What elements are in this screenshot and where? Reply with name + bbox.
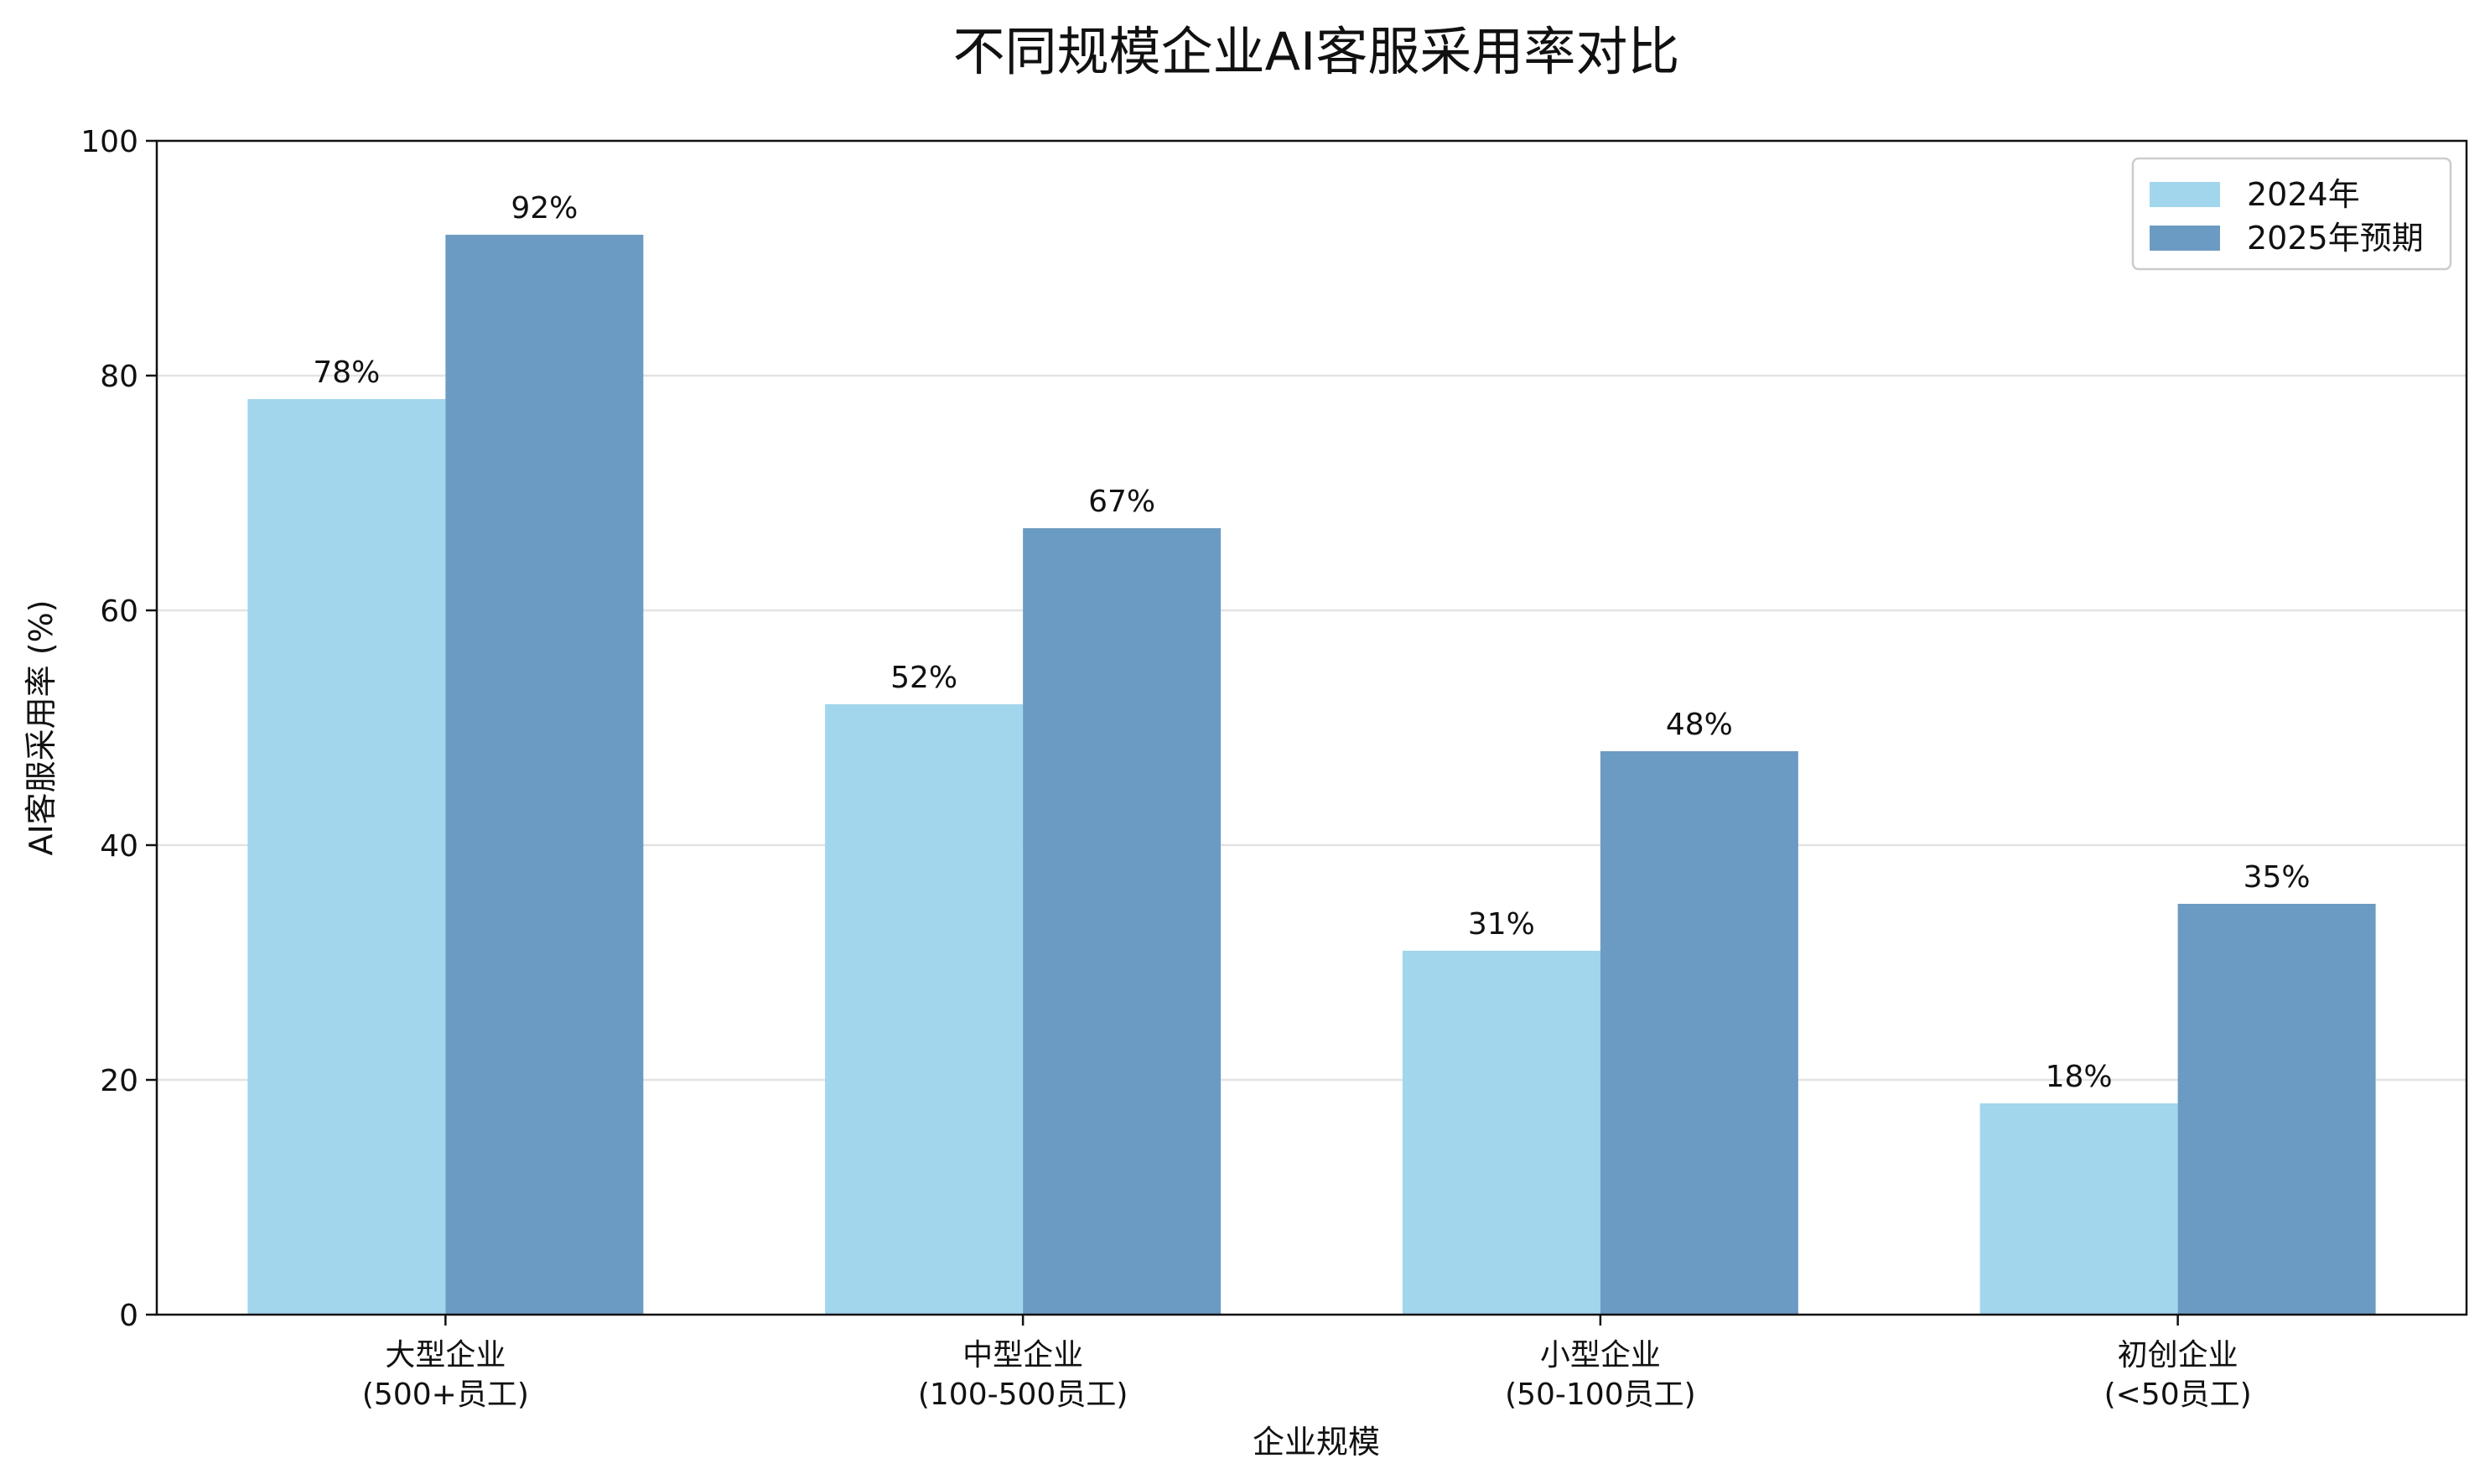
legend: 2024年 2025年预期: [2131, 157, 2452, 271]
data-label: 78%: [313, 355, 380, 390]
x-tick-label: (50-100员工): [1505, 1378, 1696, 1412]
chart-title: 不同规模企业AI客服采用率对比: [953, 21, 1680, 82]
bar: [1600, 751, 1798, 1315]
data-label: 35%: [2244, 860, 2311, 895]
data-label: 48%: [1666, 708, 1733, 742]
data-labels: 78% 92% 52% 67% 31% 48% 18% 35%: [313, 191, 2310, 1094]
y-axis: 0 20 40 60 80 100: [80, 125, 157, 1333]
bar: [825, 704, 1024, 1315]
x-tick-label: 小型企业: [1540, 1338, 1661, 1372]
bar: [247, 399, 446, 1315]
legend-label: 2024年: [2247, 176, 2360, 213]
bar: [2177, 904, 2376, 1315]
plot-area-frame: [155, 139, 2468, 1316]
x-tick-label: (<50员工): [2104, 1378, 2252, 1412]
bar: [1979, 1103, 2178, 1315]
y-tick-label: 40: [100, 829, 138, 864]
legend-swatch: [2150, 226, 2220, 251]
y-tick-label: 60: [100, 594, 138, 629]
x-tick-label: 初创企业: [2118, 1338, 2238, 1372]
data-label: 31%: [1468, 907, 1535, 942]
y-tick-label: 20: [100, 1064, 138, 1098]
data-label: 92%: [511, 191, 578, 226]
x-tick-label: (500+员工): [362, 1378, 529, 1412]
x-tick-label: 中型企业: [962, 1338, 1083, 1372]
bar: [1402, 951, 1600, 1315]
legend-label: 2025年预期: [2247, 220, 2424, 257]
x-tick-label: (100-500员工): [918, 1378, 1128, 1412]
data-label: 18%: [2046, 1060, 2113, 1094]
bar: [445, 235, 644, 1315]
x-axis: 大型企业 (500+员工) 中型企业 (100-500员工) 小型企业 (50-100员工…: [362, 1315, 2252, 1412]
legend-swatch: [2150, 182, 2220, 207]
data-label: 52%: [890, 661, 957, 695]
y-tick-label: 0: [119, 1299, 138, 1333]
x-tick-label: 大型企业: [385, 1338, 506, 1372]
data-label: 67%: [1088, 485, 1155, 519]
x-axis-label: 企业规模: [1253, 1424, 1380, 1461]
bar: [1023, 528, 1222, 1315]
y-tick-label: 100: [80, 125, 138, 159]
y-tick-label: 80: [100, 360, 138, 394]
y-axis-label: AI客服采用率 (%): [23, 599, 60, 855]
bars: [247, 235, 2376, 1315]
